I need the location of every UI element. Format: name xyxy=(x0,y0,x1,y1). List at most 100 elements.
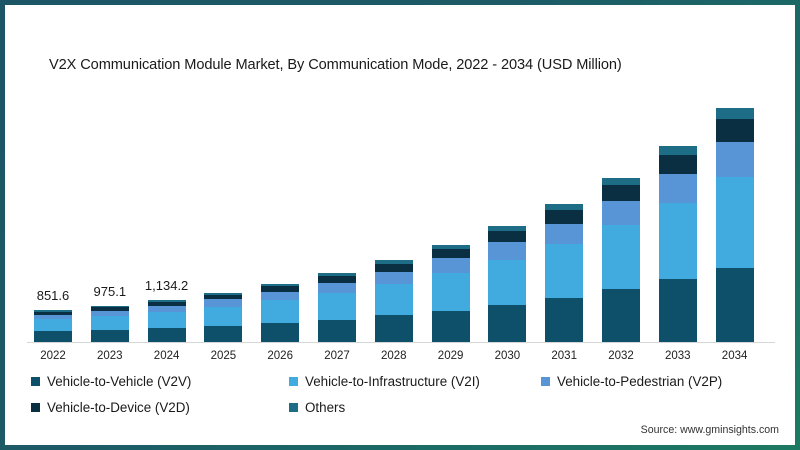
segment-2026-s4 xyxy=(261,283,300,287)
source-attribution: Source: www.gminsights.com xyxy=(640,424,779,436)
plot-area: 2022 2023 2024 2025 2026 2027 2028 2029 2030 2031… xyxy=(5,5,795,445)
legend-label-v2p: Vehicle-to-Pedestrian (V2P) xyxy=(557,374,723,389)
legend-swatch-v2p xyxy=(541,377,550,386)
segment-2028-s3 xyxy=(374,263,413,272)
segment-2026-s3 xyxy=(261,286,300,292)
segment-2024-s1 xyxy=(147,311,186,329)
bar-2030[interactable] xyxy=(488,226,527,342)
segment-2029-s4 xyxy=(431,244,470,250)
segment-2023-s0 xyxy=(90,329,129,342)
segment-2025-s4 xyxy=(204,292,243,295)
segment-2028-s2 xyxy=(374,271,413,284)
segment-2034-s4 xyxy=(715,108,754,119)
legend-swatch-v2v xyxy=(31,377,40,386)
segment-2034-s1 xyxy=(715,176,754,268)
bar-2029[interactable] xyxy=(431,244,470,342)
segment-2029-s2 xyxy=(431,258,470,273)
bar-2025[interactable] xyxy=(204,292,243,342)
legend-item-v2i[interactable]: Vehicle-to-Infrastructure (V2I) xyxy=(289,374,541,389)
segment-2033-s1 xyxy=(658,203,697,280)
x-axis-line xyxy=(27,342,775,343)
x-tick-2030: 2030 xyxy=(494,350,521,362)
segment-2022-s2 xyxy=(34,314,72,320)
segment-2030-s0 xyxy=(488,304,527,342)
bar-2033[interactable] xyxy=(658,145,697,342)
chart-title: V2X Communication Module Market, By Comm… xyxy=(49,57,622,73)
segment-2029-s0 xyxy=(431,310,470,342)
segment-2027-s0 xyxy=(318,319,356,342)
segment-2023-s2 xyxy=(90,310,129,316)
chart-legend: Vehicle-to-Vehicle (V2V) Vehicle-to-Infr… xyxy=(31,374,771,426)
segment-2033-s2 xyxy=(658,173,697,204)
data-label-2022: 851.6 xyxy=(36,288,70,304)
legend-label-v2i: Vehicle-to-Infrastructure (V2I) xyxy=(305,374,480,389)
segment-2022-s0 xyxy=(34,331,72,342)
segment-2027-s4 xyxy=(318,273,356,277)
x-tick-2023: 2023 xyxy=(97,350,123,362)
bar-2032[interactable] xyxy=(602,177,640,342)
legend-label-v2v: Vehicle-to-Vehicle (V2V) xyxy=(47,374,192,389)
segment-2033-s0 xyxy=(658,279,697,342)
segment-2024-s4 xyxy=(147,299,186,302)
segment-2032-s3 xyxy=(602,184,640,201)
bar-2026[interactable] xyxy=(261,283,300,342)
x-tick-2033: 2033 xyxy=(665,350,691,362)
bar-2027[interactable] xyxy=(318,273,356,342)
x-tick-2034: 2034 xyxy=(721,350,748,362)
chart-canvas: V2X Communication Module Market, By Comm… xyxy=(5,5,795,445)
segment-2032-s4 xyxy=(602,177,640,185)
legend-label-v2d: Vehicle-to-Device (V2D) xyxy=(47,400,190,415)
legend-item-v2d[interactable]: Vehicle-to-Device (V2D) xyxy=(31,400,289,415)
segment-2033-s4 xyxy=(658,145,697,155)
bar-2031[interactable] xyxy=(545,204,584,342)
segment-2024-s2 xyxy=(147,305,186,312)
x-tick-2025: 2025 xyxy=(210,350,237,362)
x-tick-2032: 2032 xyxy=(608,350,634,362)
legend-label-others: Others xyxy=(305,400,346,415)
segment-2029-s3 xyxy=(431,249,470,259)
legend-item-others[interactable]: Others xyxy=(289,400,541,415)
bar-2023[interactable] xyxy=(90,305,129,342)
segment-2033-s3 xyxy=(658,154,697,174)
data-label-2023: 975.1 xyxy=(93,283,127,299)
segment-2025-s1 xyxy=(204,306,243,326)
legend-swatch-others xyxy=(289,403,298,412)
segment-2028-s1 xyxy=(374,283,413,316)
segment-2024-s0 xyxy=(147,328,186,342)
segment-2029-s1 xyxy=(431,272,470,311)
segment-2032-s1 xyxy=(602,225,640,290)
segment-2034-s0 xyxy=(715,267,754,342)
bar-2024[interactable] xyxy=(147,299,186,342)
segment-2031-s0 xyxy=(545,297,584,342)
x-tick-2028: 2028 xyxy=(381,350,407,362)
segment-2034-s2 xyxy=(715,141,754,177)
x-tick-2026: 2026 xyxy=(267,350,293,362)
segment-2030-s2 xyxy=(488,242,527,260)
bar-2034[interactable] xyxy=(715,108,754,342)
legend-item-v2p[interactable]: Vehicle-to-Pedestrian (V2P) xyxy=(541,374,771,389)
bar-2028[interactable] xyxy=(374,260,413,342)
x-tick-2029: 2029 xyxy=(437,350,464,362)
segment-2031-s4 xyxy=(545,204,584,211)
segment-2030-s4 xyxy=(488,226,527,232)
segment-2025-s2 xyxy=(204,299,243,307)
segment-2031-s2 xyxy=(545,223,584,244)
segment-2027-s3 xyxy=(318,276,356,283)
legend-item-v2v[interactable]: Vehicle-to-Vehicle (V2V) xyxy=(31,374,289,389)
x-tick-2022: 2022 xyxy=(40,350,66,362)
legend-row-2: Vehicle-to-Device (V2D) Others xyxy=(31,400,771,426)
segment-2032-s0 xyxy=(602,289,640,342)
legend-swatch-v2i xyxy=(289,377,298,386)
segment-2027-s1 xyxy=(318,292,356,320)
x-tick-2031: 2031 xyxy=(551,350,577,362)
segment-2028-s4 xyxy=(374,260,413,264)
data-label-2024: 1,134.2 xyxy=(144,277,189,293)
segment-2025-s0 xyxy=(204,325,243,342)
segment-2027-s2 xyxy=(318,282,356,293)
segment-2026-s2 xyxy=(261,291,300,301)
segment-2025-s3 xyxy=(204,294,243,300)
segment-2024-s3 xyxy=(147,301,186,306)
bar-2022[interactable] xyxy=(34,310,72,342)
legend-row-1: Vehicle-to-Vehicle (V2V) Vehicle-to-Infr… xyxy=(31,374,771,400)
